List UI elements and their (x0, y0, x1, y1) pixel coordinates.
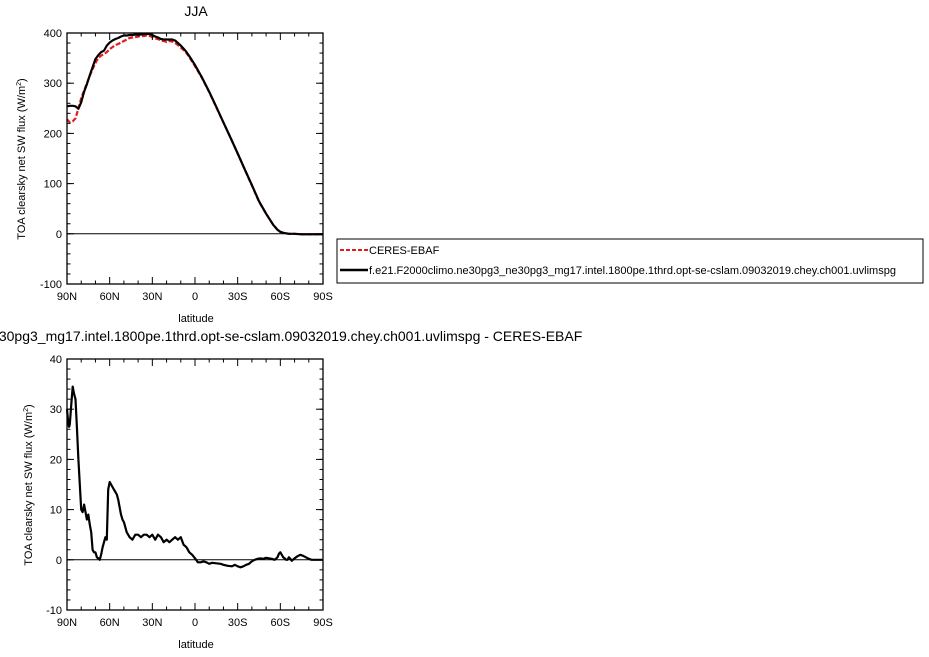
bottom-x-tick-label: 60S (271, 617, 291, 629)
bottom-y-tick-label: 0 (56, 555, 62, 567)
bottom-panel: f.e21.F2000climo.ne30pg3_ne30pg3_mg17.in… (0, 328, 582, 651)
bottom-x-tick-label: 0 (192, 617, 198, 629)
legend-label-ceres: CERES-EBAF (369, 245, 440, 257)
bottom-x-tick-label: 30N (142, 617, 162, 629)
top-x-tick-label: 30N (142, 291, 162, 303)
top-y-tick-label: 300 (44, 78, 62, 90)
bottom-y-tick-label: 30 (50, 404, 62, 416)
bottom-series-line-0 (65, 385, 323, 569)
bottom-x-tick-label: 90S (313, 617, 333, 629)
top-y-tick-label: 0 (56, 229, 62, 241)
top-x-tick-label: 60N (100, 291, 120, 303)
top-y-tick-label: 100 (44, 179, 62, 191)
top-y-axis-label: TOA clearsky net SW flux (W/m2) (16, 78, 28, 239)
bottom-x-axis-label: latitude (178, 639, 213, 651)
top-x-tick-label: 60S (271, 291, 291, 303)
bottom-y-tick-label: 20 (50, 454, 62, 466)
top-y-tick-label: -100 (40, 279, 62, 291)
legend: CERES-EBAF f.e21.F2000climo.ne30pg3_ne30… (336, 238, 924, 284)
top-x-tick-label: 90N (57, 291, 77, 303)
bottom-x-tick-label: 90N (57, 617, 77, 629)
top-panel: JJA 90N 60N 30N 0 30S 60S 90S -100 0 100 200 300 400… (16, 3, 333, 325)
bottom-x-tick-label: 30S (228, 617, 248, 629)
top-plot-frame (66, 32, 324, 285)
top-x-axis-label: latitude (178, 313, 213, 325)
top-chart-title: JJA (184, 3, 208, 19)
legend-label-model: f.e21.F2000climo.ne30pg3_ne30pg3_mg17.in… (369, 265, 896, 277)
top-x-tick-label: 0 (192, 291, 198, 303)
top-y-tick-label: 200 (44, 128, 62, 140)
legend-frame (336, 238, 924, 284)
top-x-tick-label: 30S (228, 291, 248, 303)
top-series-line-1 (66, 32, 323, 236)
top-y-tick-label: 400 (44, 28, 62, 40)
bottom-y-tick-label: -10 (46, 605, 62, 617)
bottom-chart-title: f.e21.F2000climo.ne30pg3_ne30pg3_mg17.in… (0, 328, 582, 344)
bottom-y-tick-label: 10 (50, 505, 62, 517)
bottom-plot-frame (66, 358, 324, 611)
top-x-tick-label: 90S (313, 291, 333, 303)
bottom-y-tick-label: 40 (50, 354, 62, 366)
bottom-y-axis-label: TOA clearsky net SW flux (W/m2) (23, 404, 35, 565)
bottom-x-tick-label: 60N (100, 617, 120, 629)
